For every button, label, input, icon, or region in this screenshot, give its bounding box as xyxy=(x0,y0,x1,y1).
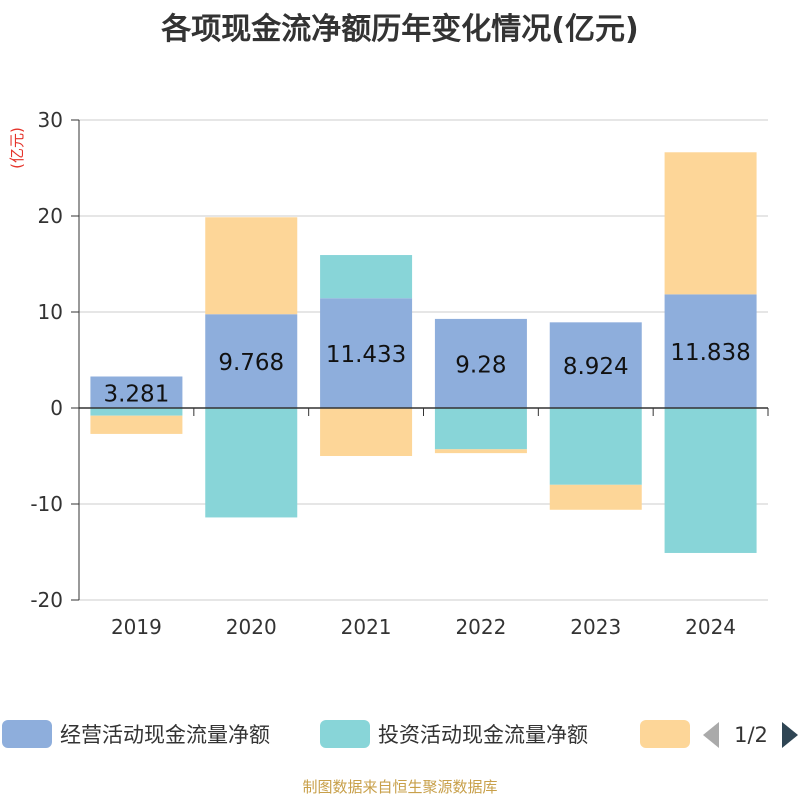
legend-swatch-2[interactable] xyxy=(320,720,370,748)
data-source-footer: 制图数据来自恒生聚源数据库 xyxy=(302,778,498,796)
bar-2019-series-1[interactable] xyxy=(90,376,183,408)
bar-2021-series-1[interactable] xyxy=(320,298,413,408)
bar-value-label: 8.924 xyxy=(563,354,629,380)
bar-2020-series-1[interactable] xyxy=(205,314,298,408)
legend-swatch-1[interactable] xyxy=(2,720,52,748)
bar-2022-series-3[interactable] xyxy=(434,449,527,454)
legend-next-arrow-icon[interactable] xyxy=(782,722,798,748)
bar-value-label: 3.281 xyxy=(103,381,169,407)
bar-2021-series-2[interactable] xyxy=(320,255,413,299)
y-tick-label: 20 xyxy=(38,204,63,228)
x-tick-label: 2019 xyxy=(111,615,162,639)
bar-2020-series-2[interactable] xyxy=(205,408,298,518)
legend-page-indicator: 1/2 xyxy=(734,723,768,747)
y-tick-label: 0 xyxy=(50,396,63,420)
bar-2023-series-2[interactable] xyxy=(549,408,642,485)
chart-title: 各项现金流净额历年变化情况(亿元) xyxy=(161,12,639,47)
bar-2024-series-1[interactable] xyxy=(664,294,757,408)
legend-label-1: 经营活动现金流量净额 xyxy=(60,723,270,747)
bar-2019-series-3[interactable] xyxy=(90,415,183,434)
legend-swatch-3[interactable] xyxy=(640,720,690,748)
x-tick-label: 2024 xyxy=(685,615,736,639)
bar-2022-series-1[interactable] xyxy=(434,318,527,408)
bar-2019-series-2[interactable] xyxy=(90,408,183,416)
bar-2024-series-2[interactable] xyxy=(664,408,757,553)
x-tick-label: 2023 xyxy=(570,615,621,639)
bar-2024-series-3[interactable] xyxy=(664,152,757,295)
bar-value-label: 9.28 xyxy=(455,352,506,378)
y-tick-label: -10 xyxy=(30,492,63,516)
bar-value-label: 11.433 xyxy=(326,342,406,368)
bar-value-label: 11.838 xyxy=(670,340,750,366)
bar-value-label: 9.768 xyxy=(218,350,284,376)
bar-2020-series-3[interactable] xyxy=(205,217,298,315)
y-tick-label: 30 xyxy=(38,108,63,132)
bar-2021-series-3[interactable] xyxy=(320,408,413,456)
y-tick-label: -20 xyxy=(30,588,63,612)
legend-prev-arrow-icon[interactable] xyxy=(703,722,719,748)
legend-label-2: 投资活动现金流量净额 xyxy=(378,723,588,747)
y-axis-label: (亿元) xyxy=(8,127,26,169)
bar-2023-series-1[interactable] xyxy=(549,322,642,408)
x-tick-label: 2021 xyxy=(341,615,392,639)
bar-2023-series-3[interactable] xyxy=(549,484,642,510)
bar-2022-series-2[interactable] xyxy=(434,408,527,450)
x-tick-label: 2020 xyxy=(226,615,277,639)
x-tick-label: 2022 xyxy=(455,615,506,639)
y-tick-label: 10 xyxy=(38,300,63,324)
